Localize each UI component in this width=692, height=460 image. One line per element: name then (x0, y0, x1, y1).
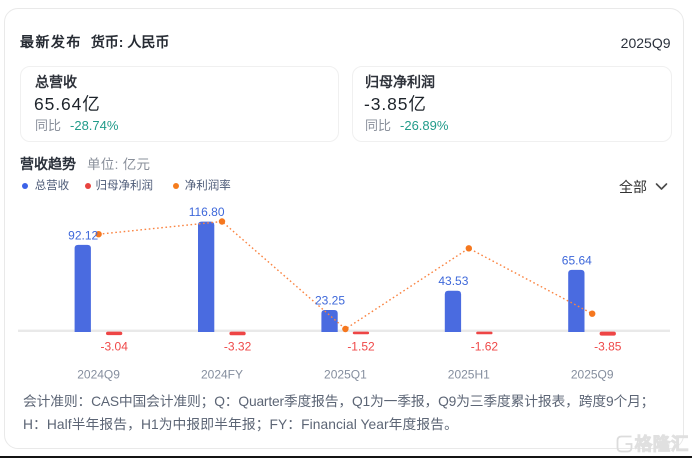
svg-text:65.64: 65.64 (562, 253, 592, 267)
svg-text:-3.85: -3.85 (594, 339, 622, 353)
svg-text:2025Q1: 2025Q1 (324, 367, 367, 381)
svg-text:43.53: 43.53 (438, 274, 468, 288)
svg-text:-3.32: -3.32 (224, 339, 252, 353)
svg-text:2025Q9: 2025Q9 (571, 367, 614, 381)
svg-text:-3.04: -3.04 (101, 339, 129, 353)
svg-text:2024FY: 2024FY (201, 367, 243, 381)
svg-text:116.80: 116.80 (189, 205, 225, 219)
svg-text:-1.62: -1.62 (471, 339, 499, 353)
svg-text:23.25: 23.25 (315, 293, 345, 307)
svg-text:-1.52: -1.52 (347, 339, 375, 353)
svg-text:2024Q9: 2024Q9 (77, 367, 120, 381)
svg-text:92.12: 92.12 (68, 228, 98, 242)
svg-text:2025H1: 2025H1 (448, 367, 490, 381)
